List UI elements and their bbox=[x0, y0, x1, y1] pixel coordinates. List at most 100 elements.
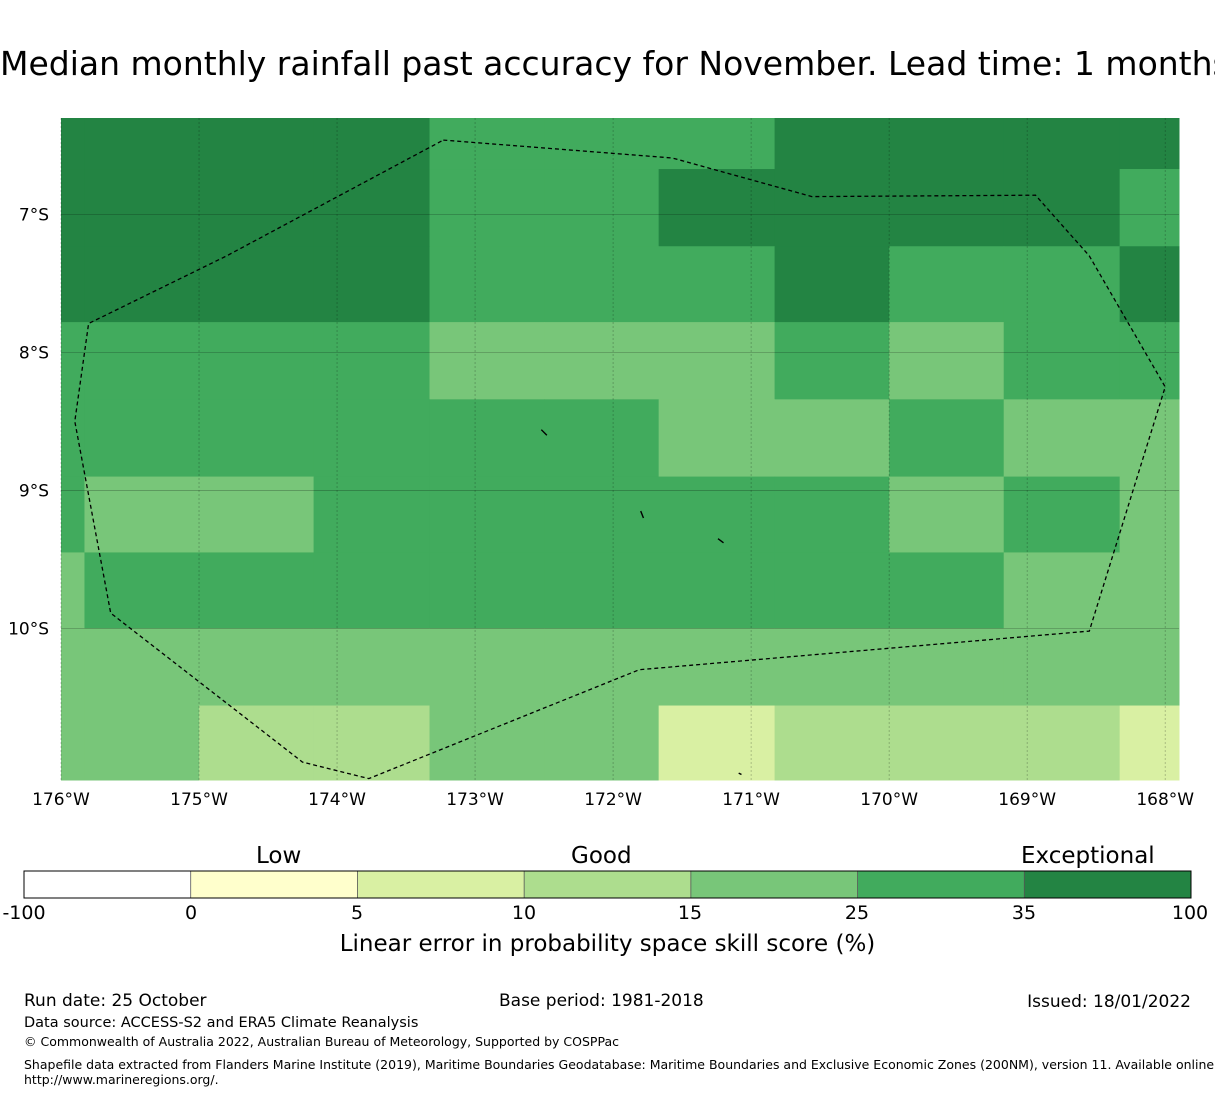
skill-cell bbox=[1003, 476, 1121, 553]
colorbar-segment bbox=[24, 871, 191, 898]
colorbar-tick: 0 bbox=[184, 902, 198, 924]
skill-cell bbox=[658, 118, 776, 170]
skill-cell bbox=[658, 399, 776, 478]
skill-cell bbox=[658, 705, 776, 781]
colorbar-word-good: Good bbox=[571, 843, 632, 869]
colorbar-word-exceptional: Exceptional bbox=[1021, 843, 1155, 869]
skill-cell bbox=[84, 628, 200, 707]
skill-cell bbox=[658, 169, 776, 247]
longitude-tick: 174°W bbox=[308, 790, 366, 810]
map-title: Median monthly rainfall past accuracy fo… bbox=[0, 44, 1215, 83]
colorbar-frame bbox=[23, 870, 1192, 899]
copyright: © Commonwealth of Australia 2022, Austra… bbox=[24, 1034, 619, 1049]
skill-cell bbox=[84, 552, 200, 629]
skill-cell bbox=[313, 118, 431, 170]
skill-cell bbox=[774, 552, 890, 629]
skill-cell bbox=[313, 476, 431, 553]
skill-cell bbox=[1119, 118, 1180, 170]
latitude-tick: 8°S bbox=[19, 343, 49, 363]
skill-cell bbox=[774, 476, 890, 553]
longitude-tick: 171°W bbox=[722, 790, 780, 810]
longitude-tick: 172°W bbox=[584, 790, 642, 810]
skill-cell bbox=[1003, 246, 1121, 323]
skill-cell bbox=[544, 552, 660, 629]
colorbar-tick: 35 bbox=[1011, 902, 1037, 924]
island bbox=[717, 538, 724, 544]
skill-cell bbox=[1119, 552, 1180, 629]
skill-cell bbox=[429, 169, 545, 247]
skill-cell bbox=[1119, 246, 1180, 323]
latitude-tick-labels: 7°S 8°S 9°S 10°S bbox=[8, 206, 49, 640]
skill-cell bbox=[889, 322, 1005, 400]
skill-cell bbox=[544, 246, 660, 323]
skill-cell bbox=[774, 118, 890, 170]
longitude-tick: 169°W bbox=[998, 790, 1056, 810]
skill-cell bbox=[313, 705, 431, 781]
colorbar-tick: 10 bbox=[511, 902, 537, 924]
island bbox=[540, 429, 548, 436]
skill-cell bbox=[199, 322, 315, 400]
longitude-tick: 173°W bbox=[446, 790, 504, 810]
colorbar-word-low: Low bbox=[256, 843, 302, 869]
skill-cell bbox=[658, 628, 776, 707]
skill-cell bbox=[313, 322, 431, 400]
base-period: Base period: 1981-2018 bbox=[499, 991, 704, 1011]
skill-cell bbox=[313, 246, 431, 323]
skill-cell bbox=[313, 552, 431, 629]
skill-cell bbox=[61, 322, 85, 400]
skill-cell bbox=[889, 399, 1005, 478]
data-source: Data source: ACCESS-S2 and ERA5 Climate … bbox=[24, 1015, 419, 1031]
longitude-tick: 170°W bbox=[860, 790, 918, 810]
skill-cell bbox=[544, 705, 660, 781]
skill-cell bbox=[84, 246, 200, 323]
skill-cell bbox=[429, 628, 545, 707]
skill-cell bbox=[61, 552, 85, 629]
skill-cell bbox=[84, 322, 200, 400]
colorbar-segment bbox=[1024, 871, 1191, 898]
skill-cell bbox=[889, 628, 1005, 707]
skill-cell bbox=[313, 628, 431, 707]
shapefile-credit-line-2: http://www.marineregions.org/. bbox=[24, 1072, 219, 1087]
colorbar-segment bbox=[524, 871, 691, 898]
skill-cell bbox=[61, 476, 85, 553]
skill-cell bbox=[658, 552, 776, 629]
skill-cell bbox=[199, 246, 315, 323]
colorbar-segment bbox=[357, 871, 525, 898]
skill-cell bbox=[84, 476, 200, 553]
skill-cell bbox=[774, 322, 890, 400]
skill-cell bbox=[84, 705, 200, 781]
skill-cell bbox=[313, 399, 431, 478]
latitude-tick: 7°S bbox=[19, 206, 49, 226]
skill-cell bbox=[199, 169, 315, 247]
skill-cell bbox=[84, 118, 200, 170]
skill-cell bbox=[429, 552, 545, 629]
skill-cell bbox=[61, 169, 85, 247]
skill-cell bbox=[1003, 628, 1121, 707]
longitude-tick-labels: 176°W 175°W 174°W 173°W 172°W 171°W 170°W 169°W… bbox=[32, 790, 1194, 810]
colorbar-tick: -100 bbox=[2, 902, 46, 924]
colorbar-tick: 15 bbox=[677, 902, 703, 924]
colorbar-axis-label: Linear error in probability space skill … bbox=[339, 931, 876, 957]
skill-cell bbox=[429, 246, 545, 323]
skill-cell bbox=[1003, 399, 1121, 478]
shapefile-credit-line-1: Shapefile data extracted from Flanders M… bbox=[24, 1057, 1215, 1072]
skill-cell bbox=[1003, 552, 1121, 629]
skill-cell bbox=[889, 246, 1005, 323]
skill-cell bbox=[889, 476, 1005, 553]
skill-cell bbox=[429, 705, 545, 781]
skill-cell bbox=[889, 552, 1005, 629]
colorbar-tick: 5 bbox=[350, 902, 364, 924]
colorbar-tick: 100 bbox=[1171, 902, 1209, 924]
colorbar-segment bbox=[690, 871, 858, 898]
skill-cell bbox=[1119, 705, 1180, 781]
latitude-tick: 10°S bbox=[8, 619, 49, 639]
skill-cell bbox=[1003, 118, 1121, 170]
skill-cell bbox=[61, 118, 85, 170]
skill-cell bbox=[199, 705, 315, 781]
skill-cell bbox=[889, 705, 1005, 781]
graticule bbox=[60, 118, 1179, 780]
skill-cell bbox=[61, 246, 85, 323]
skill-cell bbox=[774, 246, 890, 323]
skill-cell bbox=[199, 552, 315, 629]
